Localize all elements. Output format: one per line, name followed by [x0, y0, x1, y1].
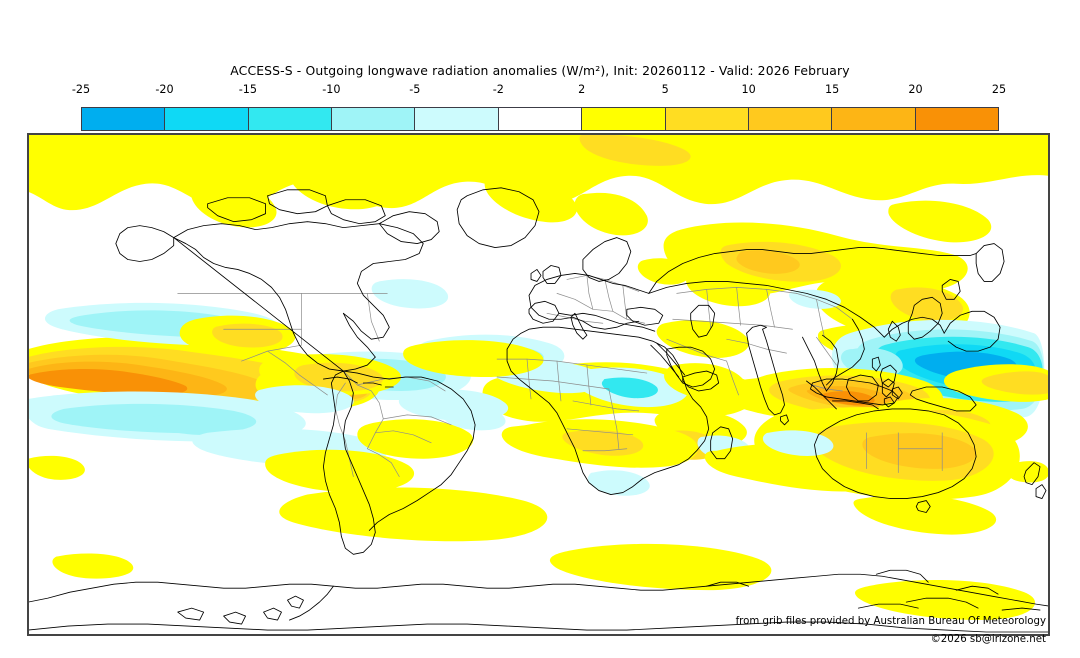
- anomaly-fill-southernocean-pos2: [549, 543, 772, 591]
- colorbar-tick-neg20: -20: [155, 83, 174, 96]
- colorbar-tick-25: 25: [991, 83, 1007, 96]
- anomaly-fill-antarctic-small: [52, 553, 134, 579]
- colorbar-swatch-6: [582, 108, 666, 130]
- anomaly-fill-canada-north: [288, 160, 392, 210]
- colorbar-swatch-2: [248, 108, 333, 130]
- anomaly-fill-southernocean-pos: [279, 487, 548, 542]
- country-borders: [177, 275, 943, 477]
- anomaly-fill-alaska: [191, 181, 277, 228]
- credit-copyright: ©2026 sb@irizone.net: [930, 634, 1046, 645]
- anomaly-fill-eastpac-pos-core: [28, 368, 188, 395]
- anomaly-fill-carib-neg: [255, 385, 354, 414]
- anomaly-fill-uruguay-pos: [357, 419, 474, 459]
- chart-title: ACCESS-S - Outgoing longwave radiation a…: [230, 63, 850, 78]
- anomaly-fill-siberia-east: [888, 200, 992, 243]
- anomaly-fill-patagonia-pos: [265, 449, 415, 493]
- anomaly-fill-scandinavia: [574, 192, 648, 236]
- anomaly-fill-westdateline-core: [981, 371, 1049, 395]
- colorbar-swatch-9: [832, 108, 916, 130]
- anomaly-fill-australia-core: [862, 433, 977, 469]
- map-geography: [28, 187, 1049, 633]
- anomaly-fill-blacksea: [637, 258, 690, 285]
- anomaly-fill-spac-neg3: [145, 413, 237, 436]
- colorbar-tick-neg25: -25: [71, 83, 91, 96]
- colorbar-swatch-4: [415, 108, 499, 130]
- colorbar-swatches: [81, 107, 999, 131]
- coastlines: [28, 187, 1049, 633]
- anomaly-fill-newzealand: [1006, 461, 1049, 483]
- anomaly-fill-japan-core: [890, 287, 964, 322]
- anomaly-fill-mongolia: [736, 250, 800, 274]
- anomaly-fill-antarctic-yellow: [855, 580, 1036, 621]
- colorbar-tick-labels: -25 -20 -15 -10 -5 -2 2 5 10 15 20 25: [72, 83, 1006, 103]
- colorbar-tick-2: 2: [578, 83, 586, 96]
- map-plot-area: [27, 133, 1050, 636]
- colorbar-tick-5: 5: [661, 83, 669, 96]
- colorbar-tick-neg2: -2: [492, 83, 504, 96]
- anomaly-fill-indian-midneg: [762, 430, 834, 456]
- colorbar-tick-neg5: -5: [409, 83, 421, 96]
- anomaly-fill-australia-south: [853, 494, 997, 535]
- colorbar-tick-10: 10: [741, 83, 756, 96]
- colorbar-swatch-10: [915, 108, 998, 130]
- anomaly-fill-uswest-core: [212, 323, 283, 348]
- anomaly-fill-mideast: [656, 320, 750, 358]
- colorbar-swatch-8: [748, 108, 833, 130]
- anomaly-contour-field: [28, 134, 1049, 621]
- colorbar-swatch-1: [165, 108, 249, 130]
- colorbar: -25 -20 -15 -10 -5 -2 2 5 10 15 20 25: [72, 83, 1006, 131]
- colorbar-tick-15: 15: [824, 83, 840, 96]
- colorbar-swatch-0: [82, 108, 166, 130]
- world-anomaly-map: [28, 134, 1049, 635]
- anomaly-fill-natl-midpos: [403, 340, 544, 378]
- colorbar-swatch-5: [498, 108, 583, 130]
- anomaly-fill-congo-neg-core: [601, 377, 658, 399]
- colorbar-swatch-7: [665, 108, 749, 130]
- colorbar-swatch-3: [332, 108, 416, 130]
- colorbar-tick-20: 20: [908, 83, 923, 96]
- anomaly-fill-arctic-yellow: [28, 134, 1049, 211]
- anomaly-fill-southernocean-small: [28, 455, 85, 480]
- colorbar-tick-neg10: -10: [322, 83, 341, 96]
- anomaly-fill-southafrica-neg: [587, 470, 650, 496]
- anomaly-fill-northatlantic: [484, 173, 577, 223]
- colorbar-tick-neg15: -15: [238, 83, 258, 96]
- credit-source: from grib files provided by Australian B…: [735, 616, 1046, 627]
- anomaly-fill-natl-small-neg: [371, 279, 449, 309]
- map-frame-outline: [28, 134, 1049, 635]
- anomaly-fill-arctic-darkyellow: [579, 134, 691, 166]
